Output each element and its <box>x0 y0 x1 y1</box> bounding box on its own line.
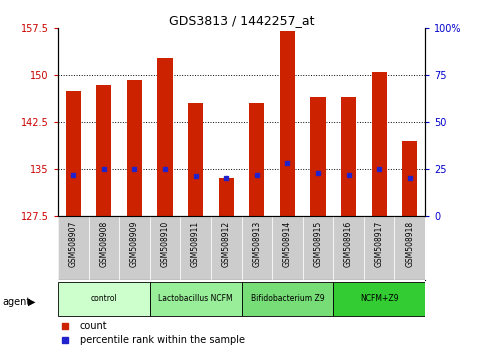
Text: Bifidobacterium Z9: Bifidobacterium Z9 <box>251 294 324 303</box>
Bar <box>58 282 150 316</box>
Bar <box>402 141 417 216</box>
Text: percentile rank within the sample: percentile rank within the sample <box>80 336 245 346</box>
Bar <box>66 91 81 216</box>
Text: GSM508907: GSM508907 <box>69 221 78 267</box>
Text: GSM508915: GSM508915 <box>313 221 323 267</box>
Text: GSM508910: GSM508910 <box>160 221 170 267</box>
Bar <box>341 97 356 216</box>
Bar <box>58 216 88 280</box>
Text: NCFM+Z9: NCFM+Z9 <box>360 294 398 303</box>
Bar <box>127 80 142 216</box>
Bar <box>157 58 173 216</box>
Bar <box>188 103 203 216</box>
Bar <box>96 85 112 216</box>
Bar <box>211 216 242 280</box>
Bar <box>272 216 303 280</box>
Text: GSM508918: GSM508918 <box>405 221 414 267</box>
Bar <box>303 216 333 280</box>
Text: ▶: ▶ <box>28 297 36 307</box>
Text: GSM508912: GSM508912 <box>222 221 231 267</box>
Text: GSM508914: GSM508914 <box>283 221 292 267</box>
Bar <box>364 216 395 280</box>
Text: Lactobacillus NCFM: Lactobacillus NCFM <box>158 294 233 303</box>
Text: GSM508917: GSM508917 <box>375 221 384 267</box>
Bar <box>371 72 387 216</box>
Bar <box>219 178 234 216</box>
Bar <box>150 216 180 280</box>
Bar <box>280 32 295 216</box>
Bar <box>249 103 265 216</box>
Bar <box>180 216 211 280</box>
Text: GSM508911: GSM508911 <box>191 221 200 267</box>
Bar <box>333 282 425 316</box>
Text: control: control <box>90 294 117 303</box>
Text: GSM508909: GSM508909 <box>130 221 139 267</box>
Text: GSM508908: GSM508908 <box>99 221 108 267</box>
Bar <box>333 216 364 280</box>
Bar <box>242 216 272 280</box>
Bar <box>311 97 326 216</box>
Bar <box>150 282 242 316</box>
Bar <box>88 216 119 280</box>
Text: agent: agent <box>2 297 30 307</box>
Text: count: count <box>80 321 108 331</box>
Bar <box>242 282 333 316</box>
Title: GDS3813 / 1442257_at: GDS3813 / 1442257_at <box>169 14 314 27</box>
Text: GSM508916: GSM508916 <box>344 221 353 267</box>
Bar <box>119 216 150 280</box>
Text: GSM508913: GSM508913 <box>252 221 261 267</box>
Bar <box>395 216 425 280</box>
